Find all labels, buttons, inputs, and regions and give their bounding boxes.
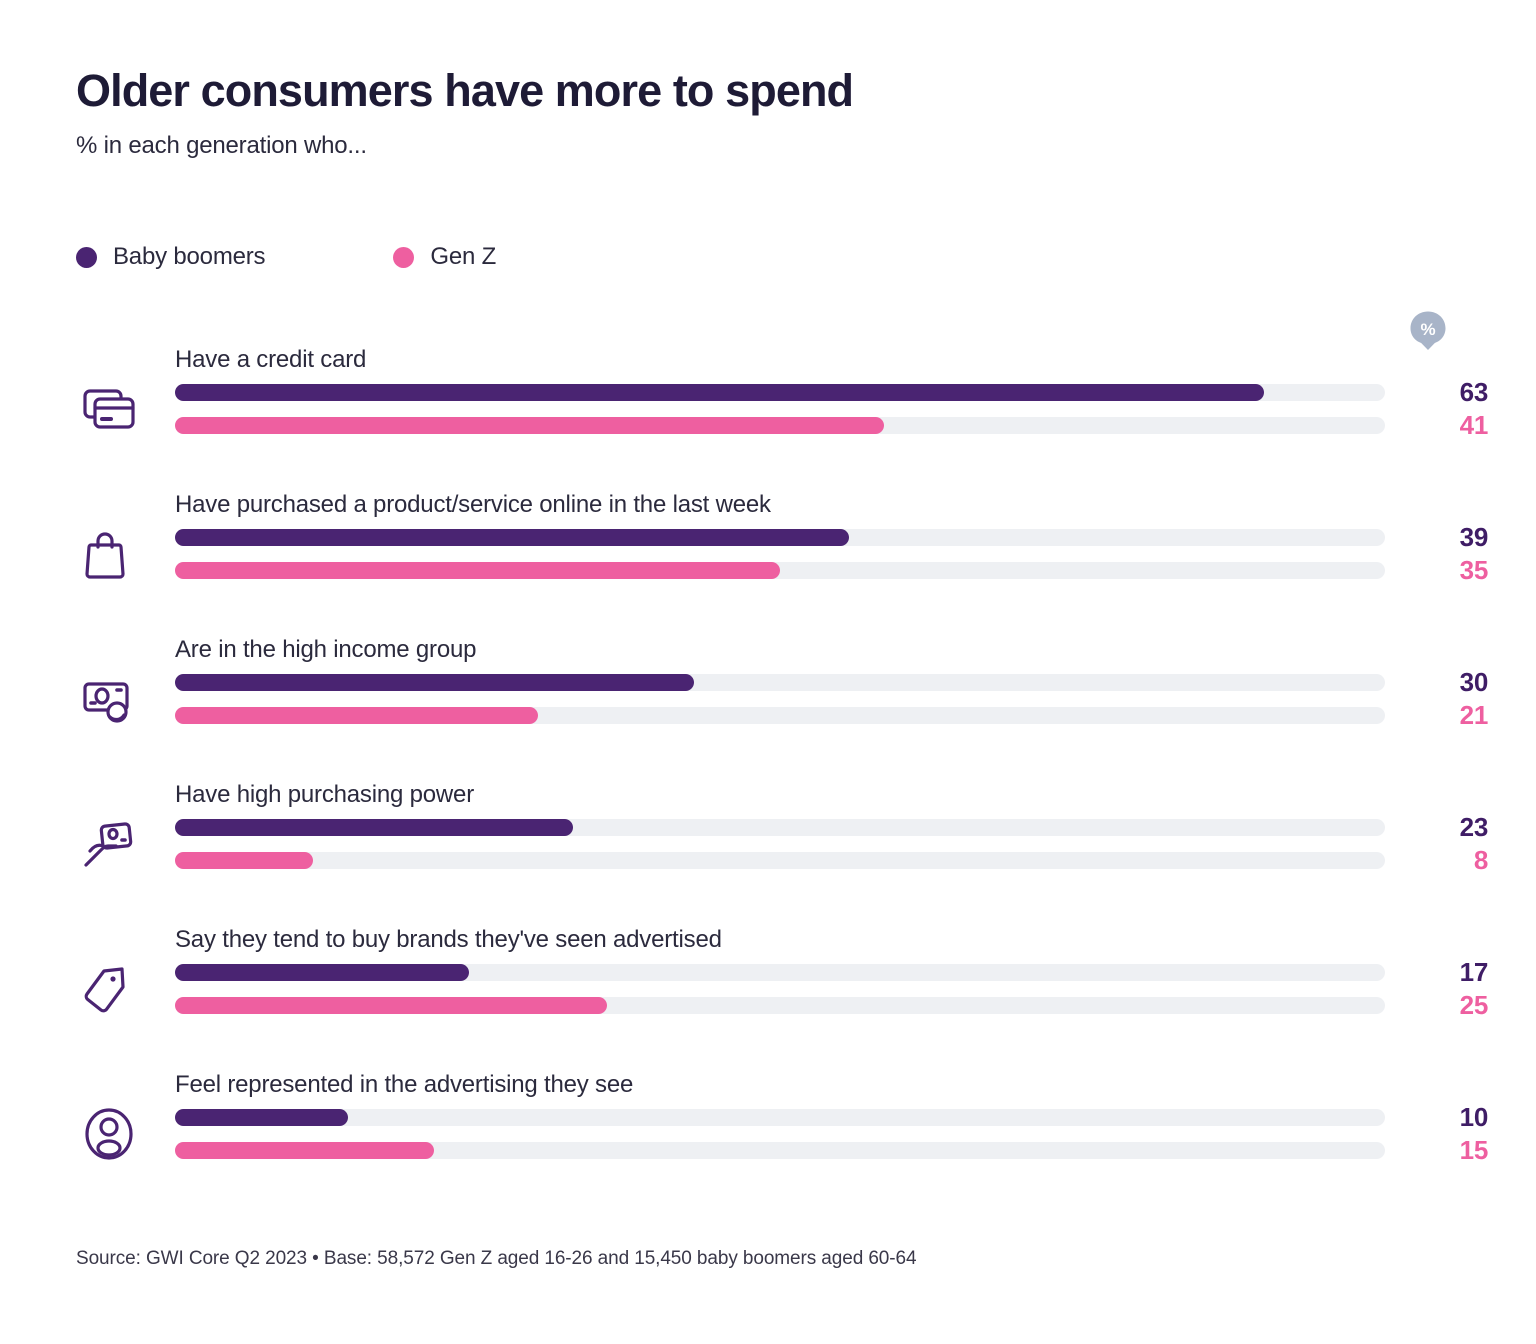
chart-legend: Baby boomers Gen Z	[76, 243, 496, 271]
chart-row: Feel represented in the advertising they…	[0, 1065, 1536, 1210]
row-label: Feel represented in the advertising they…	[175, 1071, 634, 1098]
row-values: 10 15	[1398, 1101, 1489, 1167]
legend-item-baby-boomers[interactable]: Baby boomers	[76, 243, 266, 271]
bar-fill-baby-boomers	[175, 1109, 348, 1126]
value-gen-z: 41	[1459, 410, 1489, 440]
value-gen-z: 15	[1459, 1135, 1489, 1165]
chart-row: Have high purchasing power 23 8	[0, 775, 1536, 920]
bar-fill-gen-z	[175, 417, 884, 434]
bar-track-gen-z	[175, 997, 1385, 1014]
value-gen-z: 25	[1459, 990, 1489, 1020]
bar-fill-baby-boomers	[175, 964, 469, 981]
shopping-bag-icon	[78, 523, 140, 585]
row-label: Have a credit card	[175, 346, 367, 373]
bar-fill-baby-boomers	[175, 819, 573, 836]
bar-track-gen-z	[175, 417, 1385, 434]
bar-track-baby-boomers	[175, 674, 1385, 691]
row-bars	[175, 384, 1385, 434]
row-values: 17 25	[1398, 956, 1489, 1022]
bar-track-baby-boomers	[175, 964, 1385, 981]
banknote-coins-icon	[78, 668, 140, 730]
row-values: 63 41	[1398, 376, 1489, 442]
value-baby-boomers: 17	[1459, 957, 1489, 987]
chart-row: Are in the high income group 30 21	[0, 630, 1536, 775]
legend-label-baby-boomers: Baby boomers	[113, 243, 266, 270]
bar-track-baby-boomers	[175, 529, 1385, 546]
percent-badge-symbol: %	[1420, 320, 1435, 339]
value-gen-z: 21	[1459, 700, 1489, 730]
bar-fill-gen-z	[175, 707, 538, 724]
bar-track-baby-boomers	[175, 384, 1385, 401]
value-gen-z: 8	[1473, 845, 1488, 875]
value-gen-z: 35	[1459, 555, 1489, 585]
credit-card-icon	[78, 378, 140, 440]
price-tag-icon	[78, 958, 140, 1020]
chart-row: Have a credit card 63 41	[0, 340, 1536, 485]
row-bars	[175, 819, 1385, 869]
row-label: Say they tend to buy brands they've seen…	[175, 926, 722, 953]
hand-holding-card-icon	[78, 813, 140, 875]
bar-fill-baby-boomers	[175, 674, 694, 691]
legend-dot-icon-baby-boomers	[76, 246, 97, 268]
bar-fill-gen-z	[175, 562, 780, 579]
bar-fill-gen-z	[175, 852, 314, 869]
percent-badge: %	[1408, 310, 1448, 356]
bar-fill-baby-boomers	[175, 384, 1264, 401]
legend-label-gen-z: Gen Z	[430, 243, 497, 270]
bar-fill-gen-z	[175, 997, 608, 1014]
row-bars	[175, 964, 1385, 1014]
bar-track-baby-boomers	[175, 1109, 1385, 1126]
legend-item-gen-z[interactable]: Gen Z	[393, 243, 496, 271]
chart-row: Have purchased a product/service online …	[0, 485, 1536, 630]
row-label: Have purchased a product/service online …	[175, 491, 771, 518]
source-note: Source: GWI Core Q2 2023 • Base: 58,572 …	[76, 1248, 917, 1269]
value-baby-boomers: 39	[1459, 522, 1489, 552]
row-label: Are in the high income group	[175, 636, 477, 663]
value-baby-boomers: 63	[1459, 377, 1489, 407]
bar-track-baby-boomers	[175, 819, 1385, 836]
chart-subtitle: % in each generation who...	[76, 132, 367, 160]
bar-track-gen-z	[175, 562, 1385, 579]
chart-row: Say they tend to buy brands they've seen…	[0, 920, 1536, 1065]
row-bars	[175, 529, 1385, 579]
legend-dot-icon-gen-z	[393, 246, 415, 268]
bar-fill-gen-z	[175, 1142, 435, 1159]
row-bars	[175, 674, 1385, 724]
bar-fill-baby-boomers	[175, 529, 850, 546]
value-baby-boomers: 10	[1459, 1102, 1489, 1132]
page-title: Older consumers have more to spend	[76, 65, 854, 116]
value-baby-boomers: 23	[1459, 812, 1489, 842]
row-label: Have high purchasing power	[175, 781, 474, 808]
chart-header: Older consumers have more to spend % in …	[76, 65, 1376, 160]
value-baby-boomers: 30	[1459, 667, 1489, 697]
row-values: 30 21	[1398, 666, 1489, 732]
person-circle-icon	[78, 1103, 140, 1165]
bar-track-gen-z	[175, 707, 1385, 724]
row-values: 23 8	[1398, 811, 1489, 877]
bar-track-gen-z	[175, 1142, 1385, 1159]
chart-rows: Have a credit card 63 41	[0, 340, 1536, 1210]
bar-track-gen-z	[175, 852, 1385, 869]
row-bars	[175, 1109, 1385, 1159]
row-values: 39 35	[1398, 521, 1489, 587]
